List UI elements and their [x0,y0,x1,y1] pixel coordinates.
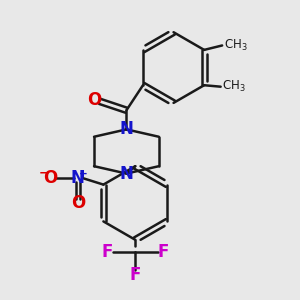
Text: CH$_3$: CH$_3$ [222,79,246,94]
Text: F: F [102,243,113,261]
Text: −: − [39,167,49,179]
Text: F: F [158,243,169,261]
Text: O: O [43,169,57,187]
Text: O: O [87,91,101,109]
Text: CH$_3$: CH$_3$ [224,38,247,53]
Text: +: + [79,169,88,178]
Text: N: N [119,165,134,183]
Text: N: N [119,120,134,138]
Text: O: O [71,194,85,212]
Text: N: N [71,169,85,187]
Text: F: F [130,266,141,284]
